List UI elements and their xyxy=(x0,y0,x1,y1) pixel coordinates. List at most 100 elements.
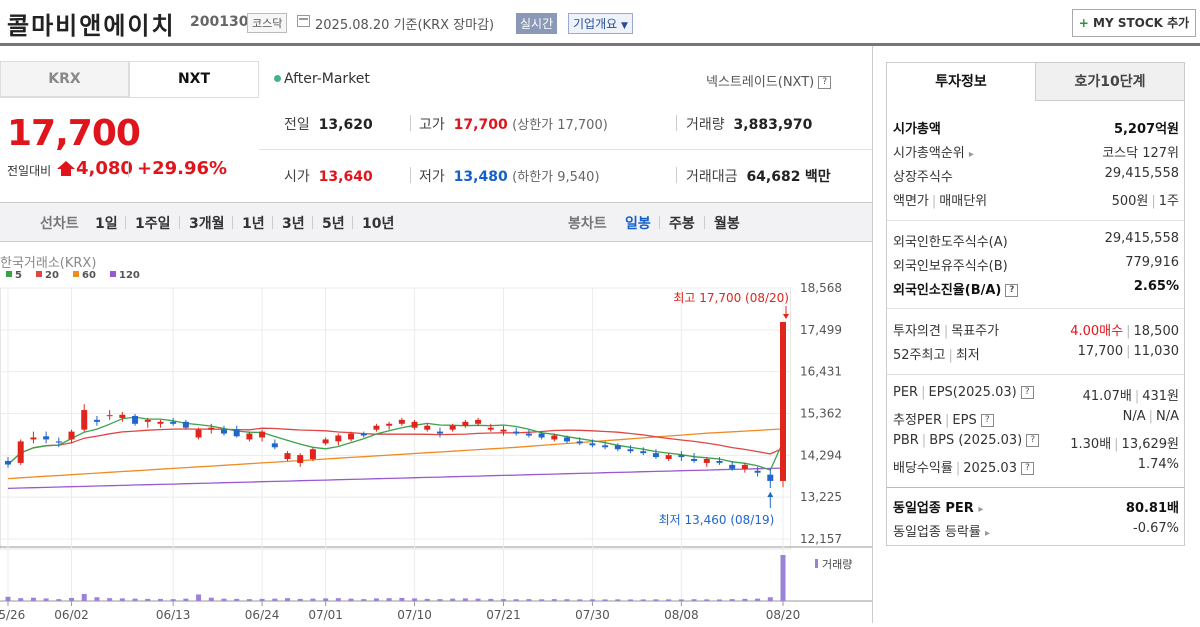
prev-close-value: 13,620 xyxy=(318,117,373,133)
candle-body xyxy=(386,423,393,426)
industry-rate-text: 동일업종 등락률 xyxy=(893,525,981,540)
candle-body xyxy=(373,425,380,430)
after-market-label: After-Market xyxy=(284,71,370,87)
candle-body xyxy=(564,437,571,442)
pbr-label: PBR | BPS (2025.03)? xyxy=(893,433,1040,448)
period-5y[interactable]: 5년 xyxy=(322,216,345,232)
tab-nxt[interactable]: NXT xyxy=(129,61,259,97)
candle-body xyxy=(780,321,786,481)
nextrade-text: 넥스트레이드(NXT) xyxy=(706,75,815,90)
volume-bar xyxy=(716,599,722,601)
candle-monthly[interactable]: 월봉 xyxy=(714,216,740,232)
volume-bar xyxy=(450,598,456,601)
rank-label[interactable]: 시가총액순위 ▸ xyxy=(893,142,974,161)
help-icon[interactable]: ? xyxy=(980,414,994,427)
dividend-label: 배당수익률 | 2025.03? xyxy=(893,457,1034,476)
divider: | xyxy=(921,385,926,400)
volume-bar xyxy=(69,597,75,601)
period-3m[interactable]: 3개월 xyxy=(189,216,225,232)
up-arrow-stem xyxy=(61,169,71,176)
period-3y[interactable]: 3년 xyxy=(282,216,305,232)
candle-body xyxy=(309,449,316,460)
volume-row: 거래량 3,883,970 xyxy=(686,114,812,134)
candle-weekly[interactable]: 주봉 xyxy=(669,216,695,232)
price-plot-frame xyxy=(0,287,791,550)
open-label: 시가 xyxy=(284,169,310,185)
volume-bar xyxy=(5,596,11,601)
stock-chart[interactable]: 18,568 17,499 16,431 15,362 14,294 13,225 12,1… xyxy=(0,242,872,623)
help-icon[interactable]: ? xyxy=(1005,284,1019,297)
candle-body xyxy=(729,464,736,469)
divider xyxy=(125,216,126,229)
candle-daily[interactable]: 일봉 xyxy=(625,216,651,232)
est-per-value-text: N/A xyxy=(1122,409,1146,424)
divider: | xyxy=(1114,437,1119,452)
volume-bar xyxy=(94,597,100,601)
opinion-label: 투자의견 | 목표주가 xyxy=(893,320,999,339)
help-icon[interactable]: ? xyxy=(1020,462,1034,475)
volume-bar xyxy=(513,599,519,601)
volume-bar xyxy=(119,598,125,601)
pbr-label-text: PBR xyxy=(893,433,919,448)
help-icon[interactable]: ? xyxy=(1026,434,1040,447)
chart-toolbar xyxy=(0,202,872,242)
est-eps-label-text: EPS xyxy=(952,413,977,428)
divider: | xyxy=(1126,344,1131,359)
plus-icon: + xyxy=(1078,16,1089,30)
x-tick-label: 05/26 xyxy=(0,608,25,622)
candle-body xyxy=(436,431,443,434)
my-stock-add-button[interactable]: + MY STOCK 추가 xyxy=(1072,9,1196,37)
volume-bar xyxy=(56,599,62,601)
prev-change-label: 전일대비 xyxy=(7,164,52,178)
corp-info-dropdown[interactable]: 기업개요 ▼ xyxy=(568,13,633,34)
divider xyxy=(272,216,273,229)
candle-body xyxy=(741,464,748,469)
tab-hoga[interactable]: 호가10단계 xyxy=(1035,63,1184,101)
opinion-row: 투자의견 | 목표주가 4.00매수 | 18,500 xyxy=(893,320,1179,342)
tab-krx[interactable]: KRX xyxy=(0,61,129,97)
y-tick-label: 14,294 xyxy=(800,448,842,462)
volume-bar xyxy=(551,599,557,601)
volume-bar xyxy=(196,594,202,601)
help-icon[interactable]: ? xyxy=(1020,386,1034,399)
w52-label-text: 52주최고 xyxy=(893,348,946,363)
period-10y[interactable]: 10년 xyxy=(362,216,395,232)
low-arrowhead xyxy=(767,491,774,497)
volume-bar xyxy=(399,597,405,601)
prev-close-label: 전일 xyxy=(284,117,310,133)
candle-body xyxy=(665,455,672,460)
chart-svg: 18,568 17,499 16,431 15,362 14,294 13,225 12,1… xyxy=(0,256,872,622)
help-icon[interactable]: ? xyxy=(818,76,832,89)
volume-bar xyxy=(628,599,634,601)
est-per-value: N/A | N/A xyxy=(1123,409,1179,424)
rank-value: 코스닥 127위 xyxy=(1102,146,1179,161)
volume-bar xyxy=(539,599,545,601)
period-1d[interactable]: 1일 xyxy=(95,216,118,232)
high-value: 17,700 xyxy=(453,117,508,133)
candle-body xyxy=(767,474,774,481)
par-label: 액면가 | 매매단위 xyxy=(893,190,987,209)
period-1w[interactable]: 1주일 xyxy=(135,216,171,232)
divider xyxy=(410,167,411,183)
foreign-hold-label: 외국인보유주식수(B) xyxy=(893,259,1008,274)
tab-invest-info[interactable]: 투자정보 xyxy=(887,63,1035,101)
volume-bar xyxy=(361,599,367,601)
volume-bar xyxy=(666,599,672,601)
prev-close-row: 전일 13,620 xyxy=(284,114,373,134)
realtime-button[interactable]: 실시간 xyxy=(516,13,558,34)
listed-row: 상장주식수 29,415,558 xyxy=(893,166,1179,188)
y-tick-label: 18,568 xyxy=(800,281,842,295)
industry-per-label[interactable]: 동일업종 PER ▸ xyxy=(893,497,983,516)
industry-rate-label[interactable]: 동일업종 등락률 ▸ xyxy=(893,521,990,540)
foreign-limit-row: 외국인한도주식수(A) 29,415,558 xyxy=(893,231,1179,253)
divider xyxy=(128,161,129,177)
volume-bar xyxy=(208,597,214,601)
w52-high-value: 17,700 xyxy=(1077,344,1124,359)
y-tick-label: 12,157 xyxy=(800,532,842,546)
volume-bar xyxy=(577,599,583,601)
candle-body xyxy=(589,443,596,446)
foreign-ratio-label: 외국인소진율(B/A)? xyxy=(893,279,1019,298)
divider: | xyxy=(1134,389,1140,404)
volume-bar xyxy=(183,598,189,601)
period-1y[interactable]: 1년 xyxy=(242,216,265,232)
